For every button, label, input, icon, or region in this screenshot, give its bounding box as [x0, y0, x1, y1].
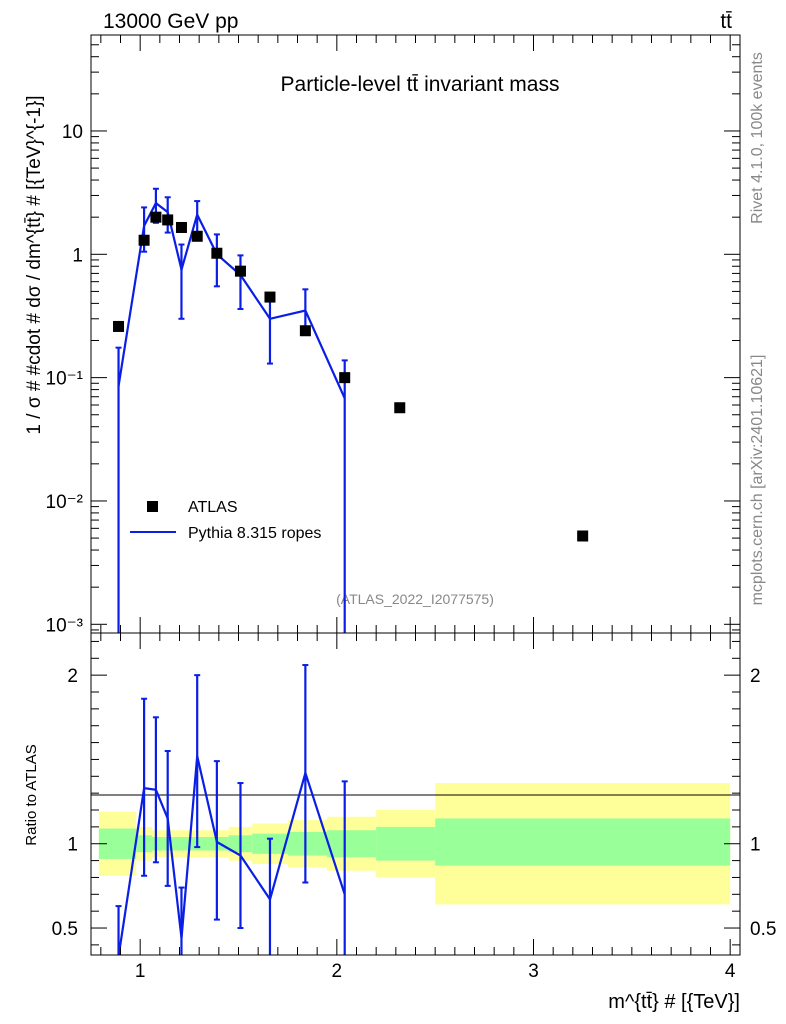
ratio-panel: 0.5 0.5 1 1 2 2 1 2 3 4 Ratio to ATLAS m^{tt̄} # … [23, 632, 776, 1013]
main-y-tick-label: 10⁻² [46, 492, 84, 513]
atlas-data-point [577, 530, 589, 542]
inner-uncertainty-band [173, 836, 190, 851]
inner-uncertainty-band [327, 830, 377, 858]
process-label: tt̄ [720, 10, 732, 33]
atlas-data-point [150, 211, 162, 223]
mcplots-label: mcplots.cern.ch [arXiv:2401.10621] [749, 355, 766, 606]
atlas-data-point [234, 265, 246, 277]
inner-uncertainty-band [435, 818, 731, 866]
legend: ATLAS Pythia 8.315 ropes [130, 499, 321, 542]
main-y-ticks: 10⁻³ 10⁻² 10⁻¹ 1 10 [46, 34, 740, 636]
mc-line [117, 201, 346, 399]
atlas-data-point [191, 230, 203, 242]
atlas-data-point [394, 402, 406, 414]
energy-label: 13000 GeV pp [103, 10, 238, 33]
ratio-y-axis-label: Ratio to ATLAS [23, 744, 40, 845]
mc-series-main [115, 187, 348, 633]
legend-atlas-marker [147, 501, 158, 512]
atlas-data-point [339, 372, 351, 384]
atlas-data-point [138, 234, 150, 246]
atlas-data-point [113, 320, 125, 332]
main-title: Particle-level tt̄ invariant mass [281, 73, 560, 96]
ratio-y-tick-label-left: 1 [67, 835, 78, 856]
inner-uncertainty-band [376, 826, 436, 861]
mc-series-ratio [115, 664, 348, 955]
main-y-axis-label: 1 / σ # #cdot # dσ / dm^{tt̄} # [{TeV}^{… [24, 95, 45, 434]
x-tick-label: 3 [528, 961, 539, 982]
ratio-y-tick-label-right: 0.5 [750, 919, 776, 940]
atlas-data-point [299, 325, 311, 337]
atlas-data-point [175, 221, 187, 233]
data-series-main [113, 211, 589, 542]
main-panel: Particle-level tt̄ invariant mass (ATLAS… [24, 34, 741, 636]
legend-pythia-label: Pythia 8.315 ropes [188, 525, 321, 542]
main-frame [90, 34, 741, 634]
atlas-data-point [162, 214, 174, 226]
ratio-y-tick-label-right: 2 [750, 666, 761, 687]
x-axis-label: m^{tt̄} # [{TeV}] [608, 991, 740, 1013]
inner-uncertainty-band [151, 836, 164, 851]
atlas-data-point [211, 247, 223, 259]
x-tick-label: 4 [725, 961, 736, 982]
rivet-version-label: Rivet 4.1.0, 100k events [749, 52, 766, 224]
x-tick-label: 2 [332, 961, 343, 982]
legend-atlas-label: ATLAS [188, 499, 238, 516]
ratio-y-tick-label-left: 0.5 [52, 919, 78, 940]
main-y-tick-label: 10⁻³ [46, 615, 84, 636]
ratio-frame [90, 632, 741, 956]
inner-uncertainty-band [287, 831, 327, 856]
x-tick-label: 1 [135, 961, 146, 982]
atlas-data-point [264, 291, 276, 303]
main-y-tick-label: 1 [72, 245, 83, 266]
ratio-y-tick-label-right: 1 [750, 835, 761, 856]
main-y-tick-label: 10 [62, 122, 83, 143]
ratio-y-tick-label-left: 2 [67, 666, 78, 687]
ratio-ticks: 0.5 0.5 1 1 2 2 1 2 3 4 [52, 633, 776, 982]
main-y-tick-label: 10⁻¹ [46, 369, 84, 390]
analysis-id-label: (ATLAS_2022_I2077575) [336, 591, 494, 607]
